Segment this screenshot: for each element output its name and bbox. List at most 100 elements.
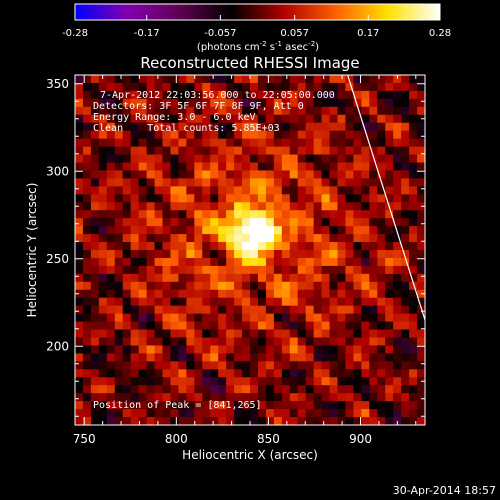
- heatmap-cell: [409, 289, 418, 299]
- heatmap-cell: [409, 154, 418, 164]
- heatmap-cell: [273, 186, 283, 195]
- heatmap-cell: [329, 90, 339, 100]
- heatmap-cell: [106, 122, 116, 132]
- heatmap-cell: [90, 353, 100, 362]
- heatmap-cell: [75, 186, 84, 195]
- heatmap-cell: [250, 146, 259, 156]
- heatmap-cell: [313, 361, 323, 370]
- heatmap-cell: [385, 75, 394, 84]
- heatmap-cell: [130, 297, 140, 307]
- heatmap-cell: [297, 297, 307, 307]
- heatmap-cell: [385, 154, 394, 164]
- heatmap-cell: [329, 297, 339, 307]
- heatmap-cell: [273, 401, 283, 410]
- heatmap-cell: [369, 369, 378, 378]
- heatmap-cell: [329, 329, 339, 339]
- heatmap-cell: [82, 170, 92, 179]
- heatmap-cell: [98, 98, 108, 108]
- heatmap-cell: [234, 186, 243, 195]
- heatmap-cell: [321, 234, 331, 243]
- heatmap-cell: [337, 281, 347, 291]
- heatmap-cell: [417, 297, 425, 307]
- heatmap-cell: [218, 353, 227, 362]
- heatmap-cell: [218, 178, 227, 187]
- heatmap-cell: [337, 234, 347, 243]
- heatmap-cell: [393, 186, 402, 195]
- heatmap-cell: [226, 369, 235, 378]
- heatmap-cell: [202, 218, 211, 227]
- heatmap-cell: [234, 401, 243, 410]
- heatmap-cell: [162, 90, 172, 100]
- heatmap-cell: [345, 114, 354, 124]
- heatmap-cell: [226, 202, 235, 211]
- heatmap-cell: [122, 337, 132, 347]
- heatmap-cell: [353, 321, 362, 331]
- heatmap-cell: [250, 409, 259, 418]
- heatmap-cell: [353, 329, 362, 339]
- heatmap-cell: [234, 146, 243, 156]
- heatmap-cell: [130, 114, 140, 124]
- heatmap-cell: [218, 369, 227, 378]
- heatmap-cell: [281, 417, 291, 425]
- heatmap-cell: [234, 273, 243, 283]
- heatmap-cell: [186, 417, 195, 425]
- heatmap-cell: [345, 409, 354, 418]
- heatmap-cell: [297, 202, 307, 211]
- heatmap-cell: [313, 106, 323, 116]
- heatmap-cell: [313, 313, 323, 323]
- heatmap-cell: [345, 250, 354, 259]
- heatmap-cell: [90, 393, 100, 402]
- heatmap-cell: [106, 417, 116, 425]
- heatmap-cell: [138, 186, 148, 195]
- heatmap-cell: [194, 130, 203, 140]
- heatmap-cell: [353, 90, 362, 100]
- heatmap-cell: [329, 122, 339, 132]
- heatmap-cell: [313, 82, 323, 92]
- heatmap-cell: [305, 98, 315, 108]
- heatmap-cell: [353, 313, 362, 323]
- heatmap-cell: [305, 138, 315, 148]
- heatmap-cell: [337, 218, 347, 227]
- heatmap-cell: [417, 385, 425, 394]
- heatmap-cell: [226, 138, 235, 148]
- heatmap-cell: [417, 313, 425, 323]
- heatmap-cell: [401, 170, 410, 179]
- heatmap-cell: [305, 361, 315, 370]
- heatmap-cell: [75, 194, 84, 203]
- heatmap-cell: [250, 82, 259, 92]
- heatmap-cell: [289, 329, 299, 339]
- heatmap-cell: [409, 170, 418, 179]
- heatmap-cell: [146, 75, 156, 84]
- heatmap-cell: [178, 202, 187, 211]
- heatmap-cell: [401, 265, 410, 275]
- heatmap-cell: [114, 329, 124, 339]
- heatmap-cell: [305, 82, 315, 92]
- heatmap-cell: [154, 289, 164, 299]
- heatmap-cell: [401, 377, 410, 386]
- heatmap-cell: [130, 393, 140, 402]
- heatmap-cell: [154, 409, 164, 418]
- heatmap-cell: [345, 305, 354, 315]
- heatmap-cell: [393, 281, 402, 291]
- heatmap-cell: [281, 194, 291, 203]
- heatmap-cell: [265, 186, 275, 195]
- heatmap-cell: [353, 385, 362, 394]
- heatmap-cell: [305, 75, 315, 84]
- heatmap-cell: [369, 106, 378, 116]
- heatmap-cell: [409, 385, 418, 394]
- heatmap-cell: [417, 194, 425, 203]
- heatmap-cell: [409, 401, 418, 410]
- heatmap-cell: [146, 305, 156, 315]
- heatmap-cell: [130, 130, 140, 140]
- heatmap-cell: [361, 202, 370, 211]
- heatmap-cell: [186, 75, 195, 84]
- heatmap-cell: [210, 194, 219, 203]
- heatmap-cell: [202, 106, 211, 116]
- heatmap-cell: [130, 146, 140, 156]
- heatmap-cell: [409, 297, 418, 307]
- heatmap-cell: [409, 234, 418, 243]
- heatmap-cell: [377, 297, 386, 307]
- heatmap-cell: [297, 401, 307, 410]
- heatmap-cell: [154, 281, 164, 291]
- heatmap-cell: [353, 82, 362, 92]
